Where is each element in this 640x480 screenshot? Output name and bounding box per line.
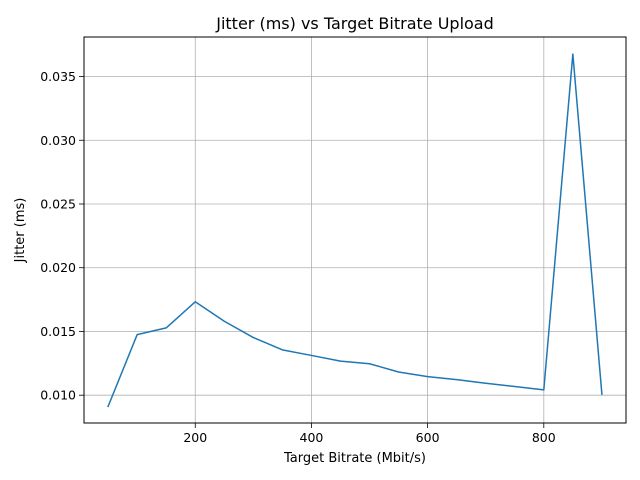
x-tick-label: 600 [416, 430, 440, 445]
y-axis-ticks: 0.010 0.015 0.020 0.025 0.030 0.035 [40, 69, 84, 403]
series-line [107, 53, 603, 408]
y-tick-label: 0.010 [40, 388, 76, 403]
y-tick-label: 0.015 [40, 324, 76, 339]
x-axis-ticks: 200 400 600 800 [183, 423, 556, 445]
y-axis-label: Jitter (ms) [13, 198, 28, 264]
chart-title: Jitter (ms) vs Target Bitrate Upload [215, 14, 494, 33]
y-tick-label: 0.020 [40, 260, 76, 275]
series-layer [107, 53, 603, 408]
y-tick-label: 0.025 [40, 196, 76, 211]
x-tick-label: 800 [532, 430, 556, 445]
plot-frame [83, 36, 627, 424]
x-axis-label: Target Bitrate (Mbit/s) [283, 451, 426, 466]
x-tick-label: 200 [183, 430, 207, 445]
y-tick-label: 0.030 [40, 133, 76, 148]
x-tick-label: 400 [300, 430, 324, 445]
y-tick-label: 0.035 [40, 69, 76, 84]
grid-lines [84, 37, 626, 423]
